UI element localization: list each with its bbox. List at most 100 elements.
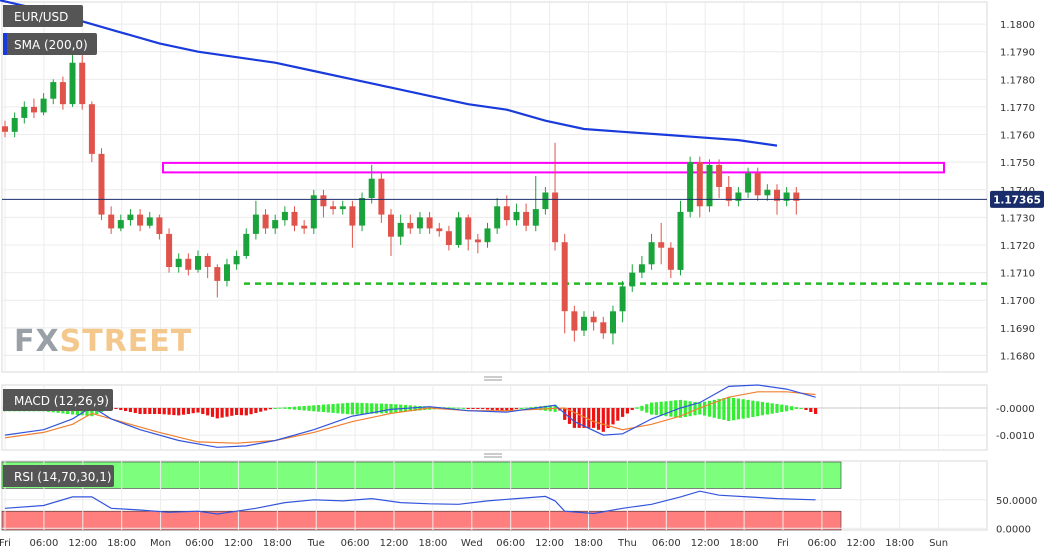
price-tick-label: 1.1770 bbox=[1000, 103, 1035, 114]
macd-signal-line bbox=[4, 391, 816, 444]
candle bbox=[359, 192, 366, 232]
candle bbox=[552, 142, 559, 251]
candle bbox=[339, 200, 346, 215]
rsi-legend[interactable]: RSI (14,70,30,1) bbox=[3, 465, 114, 487]
time-tick-label: 06:00 bbox=[341, 538, 370, 549]
time-tick-label: Thu bbox=[617, 538, 637, 549]
candle bbox=[2, 120, 8, 138]
price-panel bbox=[1, 1, 988, 373]
candle bbox=[426, 211, 433, 234]
candle bbox=[204, 253, 211, 279]
current-price-badge: 1.17365 bbox=[990, 190, 1044, 208]
candle bbox=[69, 54, 76, 107]
candle bbox=[368, 164, 375, 204]
macd-tick-label: -0.0000 bbox=[996, 404, 1035, 415]
symbol-legend[interactable]: EUR/USD bbox=[3, 5, 83, 27]
candle bbox=[648, 233, 655, 270]
price-tick-label: 1.1760 bbox=[1000, 131, 1035, 142]
candle bbox=[185, 253, 192, 276]
time-tick-label: 06:00 bbox=[496, 538, 525, 549]
time-tick-label: 18:00 bbox=[730, 538, 759, 549]
rsi-tick-label: 0.0000 bbox=[996, 524, 1031, 535]
macd-resize-handle[interactable] bbox=[484, 376, 502, 381]
candle bbox=[349, 200, 356, 248]
candle bbox=[513, 203, 520, 226]
sma-legend[interactable]: SMA (200,0) bbox=[3, 33, 97, 55]
candle bbox=[687, 156, 694, 218]
sma-label: SMA (200,0) bbox=[14, 38, 88, 52]
time-tick-label: Fri bbox=[777, 538, 789, 549]
sma-200-line bbox=[0, 0, 778, 147]
candle bbox=[745, 167, 752, 198]
candle bbox=[195, 250, 201, 273]
time-tick-label: 12:00 bbox=[846, 538, 875, 549]
rsi-tick-label: 50.0000 bbox=[996, 496, 1037, 507]
candle bbox=[21, 101, 28, 124]
candle bbox=[156, 214, 163, 240]
candle bbox=[716, 159, 723, 198]
watermark-street: STREET bbox=[60, 324, 193, 359]
candle bbox=[388, 209, 394, 256]
candle bbox=[291, 206, 298, 232]
price-tick-label: 1.1780 bbox=[1000, 75, 1035, 86]
price-tick-label: 1.1700 bbox=[1000, 296, 1035, 307]
candlesticks bbox=[2, 48, 800, 345]
time-tick-label: 12:00 bbox=[691, 538, 720, 549]
time-tick-label: 06:00 bbox=[652, 538, 681, 549]
macd-line bbox=[4, 384, 816, 448]
candle bbox=[735, 187, 742, 207]
watermark-fx: FX bbox=[14, 324, 60, 359]
time-tick-label: Fri bbox=[0, 538, 11, 549]
candle bbox=[725, 176, 732, 207]
time-tick-label: 12:00 bbox=[380, 538, 409, 549]
candle bbox=[175, 253, 182, 273]
macd-legend[interactable]: MACD (12,26,9) bbox=[3, 389, 113, 411]
candle bbox=[436, 222, 443, 237]
candle bbox=[561, 233, 568, 334]
time-tick-label: 06:00 bbox=[185, 538, 214, 549]
candle bbox=[407, 214, 414, 234]
candle bbox=[272, 214, 279, 234]
candle bbox=[793, 187, 800, 215]
price-tick-label: 1.1690 bbox=[1000, 324, 1035, 335]
rsi-oversold-zone bbox=[1, 510, 842, 531]
candle bbox=[310, 189, 317, 234]
candle bbox=[783, 187, 790, 207]
candle bbox=[696, 156, 703, 218]
time-tick-label: 12:00 bbox=[224, 538, 253, 549]
candle bbox=[320, 189, 327, 218]
price-tick-label: 1.1730 bbox=[1000, 213, 1035, 224]
time-tick-label: Mon bbox=[150, 538, 171, 549]
candle bbox=[523, 203, 530, 232]
candle bbox=[243, 228, 250, 259]
candle bbox=[465, 214, 472, 251]
candle bbox=[503, 195, 510, 226]
candle bbox=[571, 305, 578, 342]
time-tick-label: 18:00 bbox=[107, 538, 136, 549]
candle bbox=[281, 206, 288, 226]
candle bbox=[445, 225, 452, 251]
candle bbox=[484, 222, 491, 248]
rsi-resize-handle[interactable] bbox=[484, 453, 502, 458]
candle bbox=[754, 167, 761, 201]
rsi-line bbox=[4, 490, 816, 515]
candle bbox=[706, 159, 713, 212]
candle bbox=[166, 228, 173, 273]
candle bbox=[11, 112, 18, 138]
candle bbox=[330, 200, 337, 215]
symbol-label: EUR/USD bbox=[14, 10, 68, 24]
candle bbox=[301, 220, 308, 234]
candle bbox=[677, 200, 684, 276]
candle bbox=[581, 311, 587, 337]
macd-tick-label: -0.0010 bbox=[996, 431, 1035, 442]
candle bbox=[590, 311, 597, 331]
candle bbox=[146, 211, 153, 229]
price-tick-label: 1.1680 bbox=[1000, 351, 1035, 362]
candle bbox=[59, 76, 66, 110]
candle bbox=[397, 214, 404, 245]
time-tick-label: 12:00 bbox=[68, 538, 97, 549]
x-axis-labels: Fri 06:00 12:00 18:00 Mon 06:00 12:00 18:00 Tue 0… bbox=[0, 538, 948, 549]
candle bbox=[416, 211, 423, 234]
resistance-zone bbox=[162, 161, 945, 174]
candle bbox=[667, 242, 674, 279]
